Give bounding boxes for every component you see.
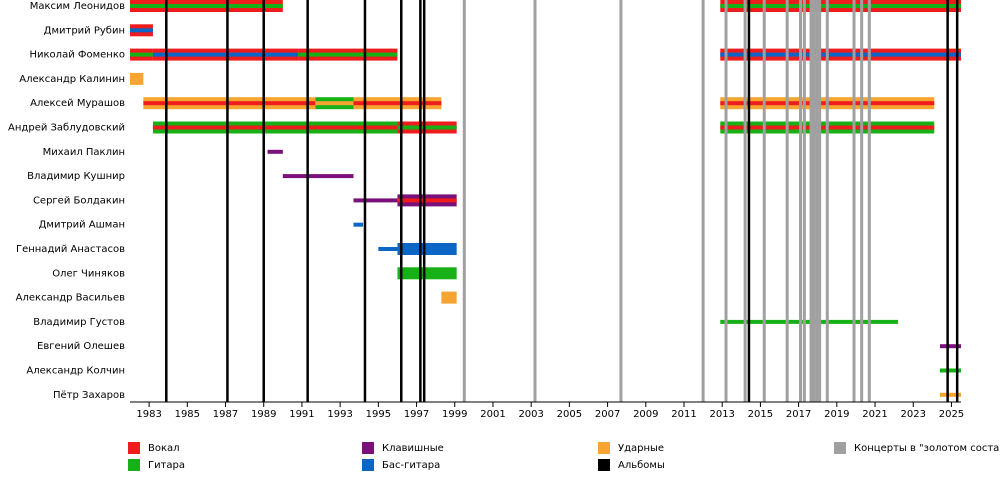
legend-label: Клавишные: [382, 443, 444, 454]
member-label: Михаил Паклин: [43, 147, 125, 158]
member-label: Владимир Густов: [33, 317, 125, 328]
x-tick-label: 1991: [289, 409, 314, 420]
x-tick-label: 1995: [366, 409, 391, 420]
x-tick-label: 2021: [862, 409, 887, 420]
member-bar: [441, 291, 457, 304]
member-label: Николай Фоменко: [30, 50, 126, 61]
member-label: Алексей Мурашов: [30, 98, 125, 109]
role-stripe: [720, 4, 961, 8]
member-label: Владимир Кушнир: [27, 171, 125, 182]
legend-swatch: [128, 442, 140, 454]
role-stripe: [315, 101, 354, 106]
member-bar: [397, 243, 457, 255]
role-stripe: [152, 52, 299, 57]
role-stripe: [378, 247, 398, 251]
x-tick-label: 1985: [175, 409, 200, 420]
role-stripe: [152, 125, 398, 130]
x-tick-label: 2007: [595, 409, 620, 420]
role-stripe: [267, 149, 283, 154]
member-bar: [397, 267, 457, 280]
x-tick-label: 2009: [633, 409, 658, 420]
member-label: Олег Чиняков: [52, 268, 125, 279]
role-stripe: [939, 368, 961, 373]
member-bar: [130, 72, 144, 85]
x-tick-label: 2023: [901, 409, 926, 420]
x-tick-label: 1983: [136, 409, 161, 420]
role-stripe: [720, 319, 898, 324]
member-label: Евгений Олешев: [37, 341, 125, 352]
x-tick-label: 2025: [939, 409, 964, 420]
legend-label: Бас-гитара: [382, 460, 440, 471]
legend-swatch: [362, 459, 374, 471]
legend-swatch: [128, 459, 140, 471]
x-tick-label: 2003: [518, 409, 543, 420]
role-stripe: [353, 222, 364, 227]
role-stripe: [353, 198, 398, 203]
role-stripe: [397, 125, 457, 130]
role-stripe: [939, 392, 961, 397]
legend-label: Концерты в "золотом составе": [854, 443, 1000, 454]
role-stripe: [143, 101, 316, 106]
member-label: Александр Калинин: [19, 74, 125, 85]
x-tick-label: 2015: [748, 409, 773, 420]
member-label: Александр Васильев: [16, 293, 125, 304]
x-tick-label: 1989: [251, 409, 276, 420]
x-tick-label: 1997: [404, 409, 429, 420]
x-tick-label: 2017: [786, 409, 811, 420]
member-label: Максим Леонидов: [30, 1, 125, 12]
x-tick-label: 2001: [480, 409, 505, 420]
role-stripe: [939, 344, 961, 349]
x-tick-label: 1999: [442, 409, 467, 420]
role-stripe: [130, 4, 283, 8]
role-stripe: [720, 52, 961, 57]
member-label: Александр Колчин: [26, 366, 125, 377]
x-tick-label: 2019: [824, 409, 849, 420]
role-stripe: [282, 174, 354, 179]
legend-label: Гитара: [148, 460, 185, 471]
x-tick-label: 2013: [709, 409, 734, 420]
legend-swatch: [598, 442, 610, 454]
legend-swatch: [362, 442, 374, 454]
legend-label: Вокал: [148, 443, 180, 454]
role-stripe: [353, 101, 442, 106]
legend-label: Ударные: [618, 443, 664, 454]
role-stripe: [397, 198, 457, 203]
member-label: Дмитрий Ашман: [39, 220, 125, 231]
member-label: Дмитрий Рубин: [44, 25, 125, 36]
role-stripe: [130, 52, 153, 57]
x-tick-label: 1993: [327, 409, 352, 420]
member-label: Геннадий Анастасов: [16, 244, 125, 255]
member-label: Андрей Заблудовский: [8, 123, 125, 134]
x-tick-label: 2005: [557, 409, 582, 420]
legend-swatch: [834, 442, 846, 454]
legend-swatch: [598, 459, 610, 471]
member-label: Пётр Захаров: [53, 390, 125, 401]
role-stripe: [130, 28, 153, 33]
role-stripe: [298, 52, 398, 57]
legend-label: Альбомы: [618, 460, 665, 471]
x-tick-label: 2011: [671, 409, 696, 420]
x-tick-label: 1987: [213, 409, 238, 420]
member-label: Сергей Болдакин: [33, 195, 125, 206]
